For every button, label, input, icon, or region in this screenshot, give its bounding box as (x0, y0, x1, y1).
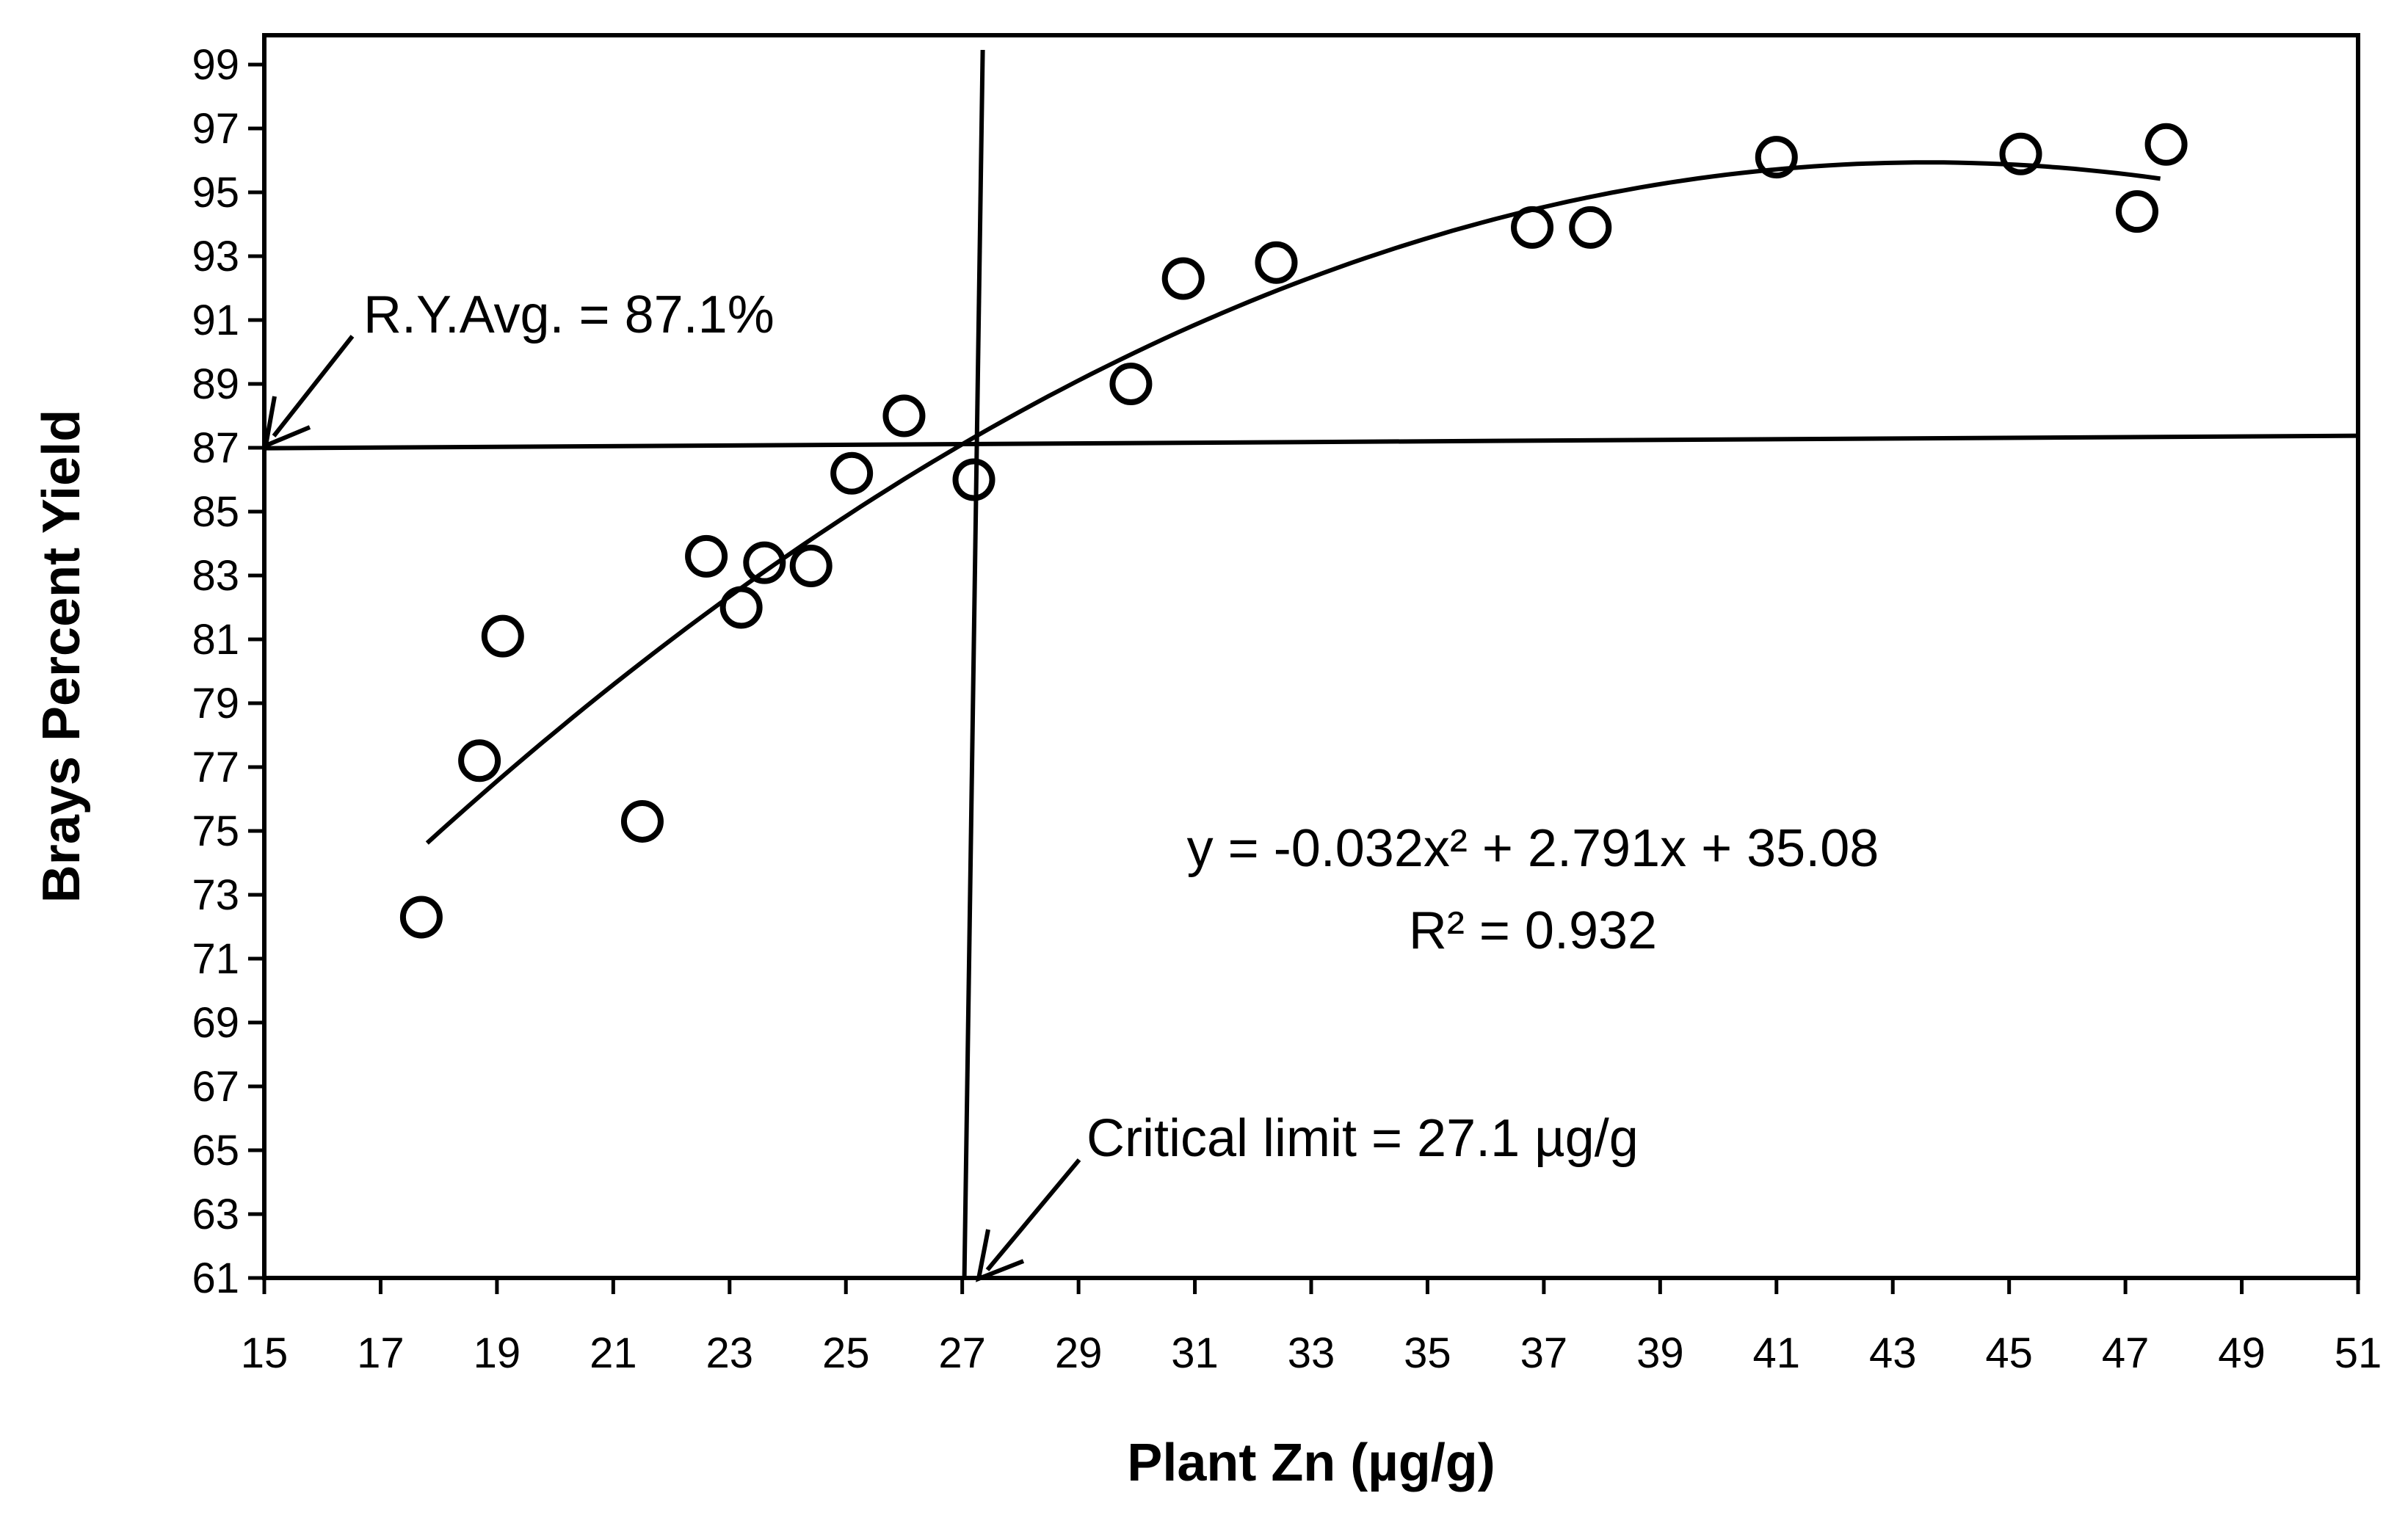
x-tick-label: 33 (1288, 1329, 1335, 1377)
x-tick-label: 45 (1985, 1329, 2033, 1377)
data-point (2115, 190, 2158, 233)
y-tick-label: 91 (192, 297, 239, 344)
data-point (1569, 206, 1612, 249)
y-axis-ticks: 61 63 65 67 69 71 73 75 77 79 81 83 85 87 89 91 93 95 97 99 (192, 41, 264, 1302)
y-tick-label: 87 (192, 424, 239, 472)
x-tick-label: 47 (2102, 1329, 2150, 1377)
y-tick-label: 75 (192, 807, 239, 855)
y-tick-label: 61 (192, 1254, 239, 1302)
y-tick-label: 83 (192, 552, 239, 600)
data-point (719, 586, 763, 629)
trendline-group (425, 160, 2161, 845)
data-point (789, 544, 833, 587)
data-point (830, 451, 874, 495)
data-point (1755, 136, 1798, 179)
x-axis-ticks: 15 17 19 21 23 25 27 29 31 33 35 37 39 41 43 45 47 49 51 (241, 1278, 2382, 1377)
x-axis-title: Plant Zn (µg/g) (1127, 1434, 1495, 1492)
x-tick-label: 37 (1520, 1329, 1568, 1377)
x-tick-label: 23 (706, 1329, 754, 1377)
data-point (1255, 241, 1298, 284)
data-points (399, 123, 2188, 939)
x-tick-label: 31 (1171, 1329, 1219, 1377)
y-tick-label: 63 (192, 1191, 239, 1238)
data-point (743, 541, 786, 584)
y-tick-label: 97 (192, 105, 239, 153)
data-point (685, 534, 728, 578)
equation-label: y = -0.032x² + 2.791x + 35.08 (1187, 819, 1879, 878)
data-point (620, 799, 664, 843)
data-point (1161, 257, 1205, 300)
y-tick-label: 79 (192, 680, 239, 727)
data-point (458, 739, 501, 782)
data-point (1109, 363, 1153, 405)
data-point (2144, 123, 2188, 166)
x-tick-label: 19 (474, 1329, 521, 1377)
data-point (1511, 206, 1554, 249)
x-tick-label: 35 (1404, 1329, 1451, 1377)
ry-avg-reference-line (264, 433, 2359, 451)
x-tick-label: 51 (2335, 1329, 2382, 1377)
ry-avg-arrow (272, 335, 355, 437)
x-tick-label: 41 (1753, 1329, 1801, 1377)
x-tick-label: 27 (938, 1329, 986, 1377)
x-tick-label: 49 (2218, 1329, 2266, 1377)
data-point (952, 458, 996, 501)
x-tick-label: 29 (1055, 1329, 1103, 1377)
data-point (399, 896, 443, 939)
x-tick-label: 17 (357, 1329, 405, 1377)
critical-limit-label: Critical limit = 27.1 µg/g (1087, 1109, 1639, 1168)
trendline (425, 160, 2161, 845)
x-tick-label: 39 (1636, 1329, 1684, 1377)
data-point (1999, 132, 2042, 175)
y-tick-label: 95 (192, 169, 239, 217)
y-tick-label: 65 (192, 1127, 239, 1174)
x-tick-label: 21 (590, 1329, 637, 1377)
r-squared-label: R² = 0.932 (1409, 901, 1657, 960)
x-tick-label: 25 (822, 1329, 870, 1377)
y-tick-label: 99 (192, 41, 239, 89)
y-tick-label: 67 (192, 1063, 239, 1111)
critical-limit-arrow (985, 1158, 1081, 1271)
y-tick-label: 89 (192, 360, 239, 408)
y-tick-label: 71 (192, 935, 239, 983)
ry-avg-label: R.Y.Avg. = 87.1% (363, 286, 775, 344)
reference-lines (264, 49, 2359, 1279)
y-tick-label: 81 (192, 616, 239, 664)
annotations: R.Y.Avg. = 87.1% Critical limit = 27.1 µ… (263, 286, 1879, 1282)
x-tick-label: 15 (241, 1329, 289, 1377)
y-tick-label: 73 (192, 871, 239, 919)
y-tick-label: 85 (192, 488, 239, 536)
y-tick-label: 77 (192, 744, 239, 791)
y-axis-title: Brays Percent Yield (32, 410, 91, 903)
x-tick-label: 43 (1869, 1329, 1917, 1377)
y-tick-label: 93 (192, 233, 239, 280)
plot-area-frame (262, 33, 2360, 1280)
data-point (882, 394, 926, 437)
data-point (481, 614, 524, 658)
ry-avg-arrowhead (263, 396, 311, 449)
y-tick-label: 69 (192, 999, 239, 1047)
critical-limit-reference-line (962, 49, 985, 1279)
critical-limit-arrowhead (976, 1229, 1025, 1282)
